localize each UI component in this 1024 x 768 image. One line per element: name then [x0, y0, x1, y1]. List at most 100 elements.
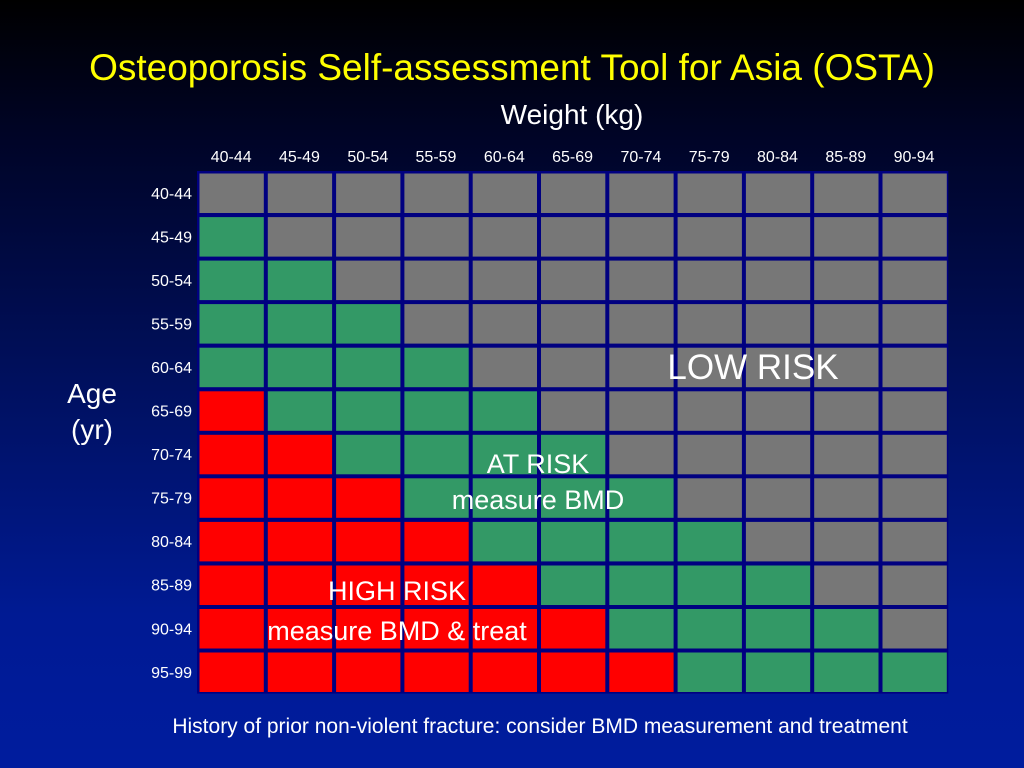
- cell-high-risk: [336, 521, 401, 562]
- cell-high-risk: [541, 652, 606, 692]
- cell-high-risk: [336, 478, 401, 518]
- cell-low-risk: [814, 173, 879, 213]
- y-tick-label: 40-44: [151, 186, 192, 203]
- cell-low-risk: [404, 173, 469, 213]
- cell-low-risk: [677, 434, 742, 475]
- cell-at-risk: [472, 521, 537, 562]
- cell-at-risk: [609, 565, 674, 605]
- y-axis-label-line-2: (yr): [71, 414, 113, 445]
- cell-low-risk: [745, 478, 811, 518]
- cell-at-risk: [404, 347, 469, 388]
- cell-high-risk: [199, 391, 264, 431]
- cell-low-risk: [745, 347, 811, 388]
- x-tick-label: 50-54: [347, 149, 388, 166]
- cell-at-risk: [814, 652, 879, 692]
- cell-high-risk: [267, 609, 333, 649]
- y-tick-label: 65-69: [151, 404, 192, 421]
- cell-high-risk: [199, 652, 264, 692]
- cell-low-risk: [814, 347, 879, 388]
- cell-low-risk: [882, 565, 947, 605]
- cell-low-risk: [814, 521, 879, 562]
- cell-low-risk: [745, 391, 811, 431]
- y-tick-label: 85-89: [151, 578, 192, 595]
- cell-low-risk: [814, 217, 879, 257]
- cell-at-risk: [541, 478, 606, 518]
- cell-at-risk: [541, 521, 606, 562]
- cell-low-risk: [541, 217, 606, 257]
- cell-low-risk: [745, 521, 811, 562]
- y-axis-label: Age (yr): [52, 376, 132, 448]
- cell-at-risk: [472, 478, 537, 518]
- cell-low-risk: [677, 478, 742, 518]
- cell-low-risk: [336, 173, 401, 213]
- cell-low-risk: [882, 347, 947, 388]
- cell-low-risk: [814, 391, 879, 431]
- cell-low-risk: [814, 434, 879, 475]
- cell-high-risk: [472, 652, 537, 692]
- cell-low-risk: [472, 217, 537, 257]
- cell-low-risk: [541, 260, 606, 301]
- x-axis-label: Weight (kg): [500, 99, 644, 130]
- cell-low-risk: [472, 173, 537, 213]
- cell-at-risk: [336, 304, 401, 344]
- y-tick-label: 90-94: [151, 621, 192, 638]
- cell-low-risk: [745, 260, 811, 301]
- cell-low-risk: [541, 391, 606, 431]
- cell-low-risk: [882, 173, 947, 213]
- cell-low-risk: [882, 478, 947, 518]
- cell-high-risk: [404, 609, 469, 649]
- cell-at-risk: [267, 260, 333, 301]
- cell-high-risk: [541, 609, 606, 649]
- y-tick-label: 45-49: [151, 229, 192, 246]
- x-tick-label: 75-79: [689, 149, 730, 166]
- grid-frame: [197, 171, 949, 694]
- cell-low-risk: [677, 217, 742, 257]
- cell-high-risk: [199, 565, 264, 605]
- cell-high-risk: [267, 652, 333, 692]
- cell-low-risk: [541, 304, 606, 344]
- high-risk-label: HIGH RISK measure BMD & treat: [267, 576, 527, 646]
- cell-low-risk: [745, 434, 811, 475]
- cell-at-risk: [336, 347, 401, 388]
- x-tick-label: 80-84: [757, 149, 798, 166]
- cell-high-risk: [609, 652, 674, 692]
- y-tick-label: 50-54: [151, 273, 192, 290]
- cell-low-risk: [882, 304, 947, 344]
- cell-high-risk: [199, 521, 264, 562]
- cell-low-risk: [677, 391, 742, 431]
- cell-low-risk: [609, 217, 674, 257]
- cell-at-risk: [199, 347, 264, 388]
- x-tick-label: 65-69: [552, 149, 593, 166]
- x-tick-label: 45-49: [279, 149, 320, 166]
- cell-low-risk: [199, 173, 264, 213]
- cell-at-risk: [267, 304, 333, 344]
- y-axis-label-line-1: Age: [67, 378, 117, 409]
- cell-low-risk: [609, 347, 674, 388]
- cell-at-risk: [541, 565, 606, 605]
- cell-at-risk: [404, 434, 469, 475]
- cell-at-risk: [404, 391, 469, 431]
- cell-low-risk: [882, 260, 947, 301]
- cell-low-risk: [882, 391, 947, 431]
- cell-low-risk: [745, 173, 811, 213]
- cell-at-risk: [745, 652, 811, 692]
- cell-low-risk: [745, 217, 811, 257]
- cell-low-risk: [814, 260, 879, 301]
- cell-low-risk: [472, 347, 537, 388]
- cell-low-risk: [609, 391, 674, 431]
- cell-low-risk: [814, 565, 879, 605]
- cell-low-risk: [882, 217, 947, 257]
- cell-at-risk: [745, 609, 811, 649]
- cell-at-risk: [609, 521, 674, 562]
- y-tick-label: 70-74: [151, 447, 192, 464]
- cell-at-risk: [609, 609, 674, 649]
- cell-low-risk: [404, 260, 469, 301]
- cell-high-risk: [336, 565, 401, 605]
- cell-low-risk: [404, 304, 469, 344]
- cell-low-risk: [336, 217, 401, 257]
- cell-high-risk: [267, 565, 333, 605]
- at-risk-label: AT RISK measure BMD: [452, 449, 625, 515]
- y-tick-label: 55-59: [151, 316, 192, 333]
- cell-at-risk: [336, 391, 401, 431]
- cell-low-risk: [677, 304, 742, 344]
